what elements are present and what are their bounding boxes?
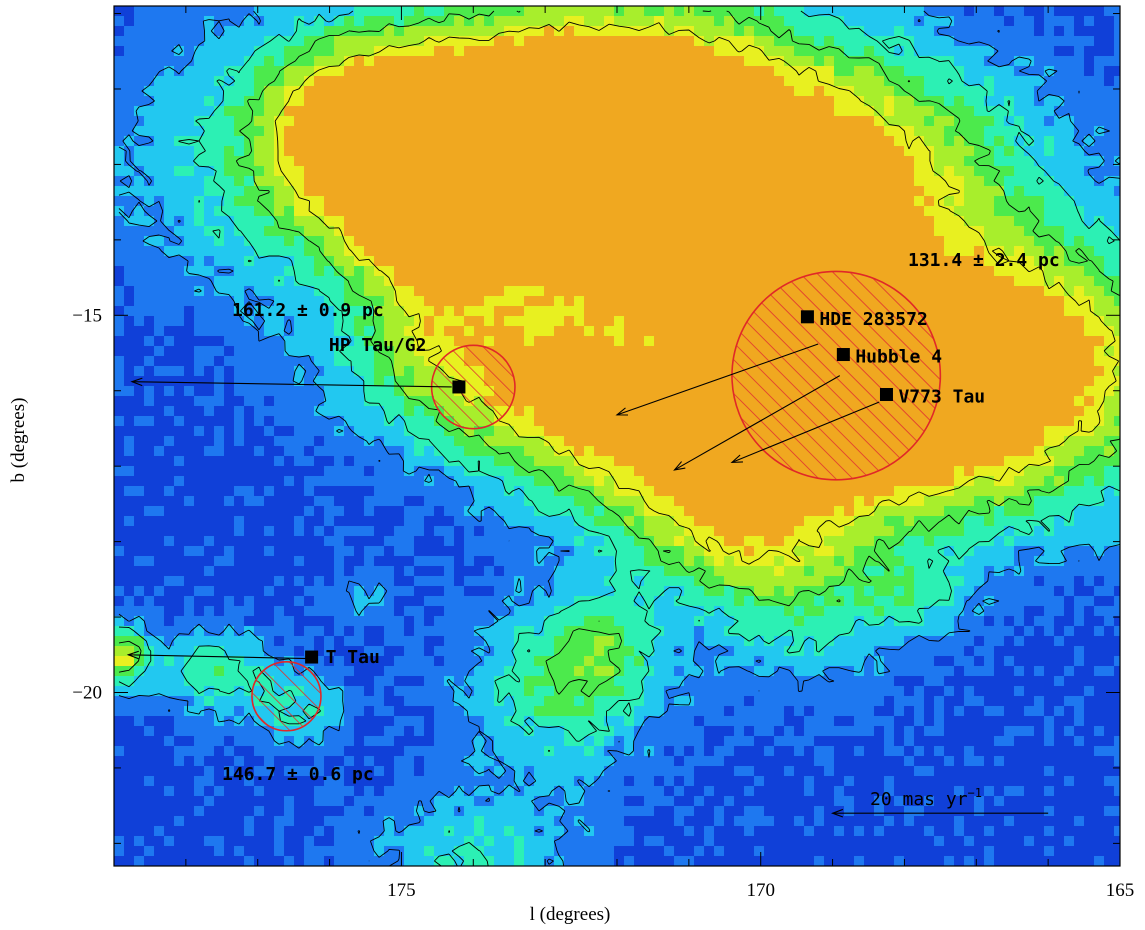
proper-motion-arrow-head [730, 454, 743, 464]
star-markers: HP Tau/G2 T Tau HDE 283572 Hubble 4 V773 Tau [305, 309, 985, 668]
star-label: Hubble 4 [855, 347, 942, 368]
star-label: HDE 283572 [819, 309, 927, 330]
parallax-regions: 161.2 ± 0.9 pc 146.7 ± 0.6 pc 131.4 ± 2.4 … [222, 250, 1060, 785]
proper-motion-arrow-head [615, 407, 629, 416]
scale-arrow-label: 20 mas yr−1 [870, 786, 982, 810]
scale-arrow: 20 mas yr−1 [870, 786, 982, 810]
proper-motion-arrow-head [126, 650, 139, 660]
x-axis-label: l (degrees) [530, 904, 611, 925]
star-marker [305, 650, 319, 664]
parallax-region-fill [731, 271, 941, 480]
star-label: V773 Tau [898, 387, 985, 408]
scale-arrow-label-exponent: −1 [968, 786, 982, 800]
distance-label: 131.4 ± 2.4 pc [908, 250, 1060, 271]
proper-motion-arrow [616, 343, 819, 416]
contour-level-line [274, 21, 1120, 565]
parallax-region-outline [731, 270, 942, 481]
proper-motion-arrow [731, 401, 880, 463]
star-marker [836, 348, 850, 362]
star-label: HP Tau/G2 [329, 335, 427, 356]
scale-arrow-line-head [830, 808, 844, 818]
y-axis-label: b (degrees) [8, 398, 29, 483]
x-tick-label: 165 [1106, 880, 1135, 901]
axis-ticks: 175 170 165 −15 −20 [72, 6, 1134, 901]
proper-motion-arrow-head [673, 461, 686, 471]
x-tick-label: 170 [746, 880, 775, 901]
star-label: T Tau [326, 647, 380, 668]
contour-level-line [118, 10, 1120, 866]
intensity-heatmap [114, 6, 1120, 866]
star-marker [800, 310, 814, 324]
distance-label: 161.2 ± 0.9 pc [232, 300, 384, 321]
proper-motion-arrow-head [130, 377, 143, 387]
star-marker [452, 380, 466, 394]
proper-motion-arrow [674, 375, 841, 471]
contour-level-line [118, 10, 1120, 698]
parallax-region-fill [431, 345, 515, 429]
y-tick-label: −15 [72, 305, 102, 326]
distance-label: 146.7 ± 0.6 pc [222, 764, 374, 785]
proper-motion-arrows [126, 343, 1049, 818]
proper-motion-arrow [128, 654, 309, 660]
parallax-region-fill [251, 661, 321, 731]
scale-arrow-label-main: 20 mas yr [870, 789, 968, 810]
y-tick-label: −20 [72, 682, 102, 703]
parallax-region-outline [251, 660, 322, 732]
proper-motion-arrow [131, 381, 452, 388]
x-tick-label: 175 [387, 880, 416, 901]
star-marker [879, 388, 893, 402]
